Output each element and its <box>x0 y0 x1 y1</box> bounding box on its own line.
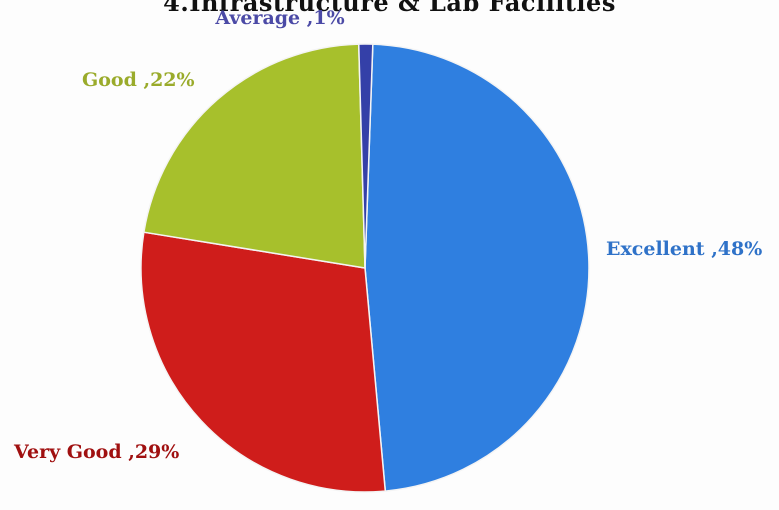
pie-slice-very-good <box>140 231 387 493</box>
pie-slices <box>140 43 590 493</box>
slice-label-very-good: Very Good ,29% <box>13 441 179 463</box>
pie-slice-excellent <box>364 43 590 492</box>
slice-label-good: Good ,22% <box>82 69 195 91</box>
pie-slice-good <box>143 43 366 269</box>
slice-label-excellent: Excellent ,48% <box>606 238 762 260</box>
pie-slice-average <box>357 43 374 269</box>
slice-label-average: Average ,1% <box>214 7 344 29</box>
chart-title: 4.Infrastructure & Lab Facilities <box>163 0 616 17</box>
pie-labels: Excellent ,48% Very Good ,29% Good ,22% Ave… <box>13 7 762 463</box>
